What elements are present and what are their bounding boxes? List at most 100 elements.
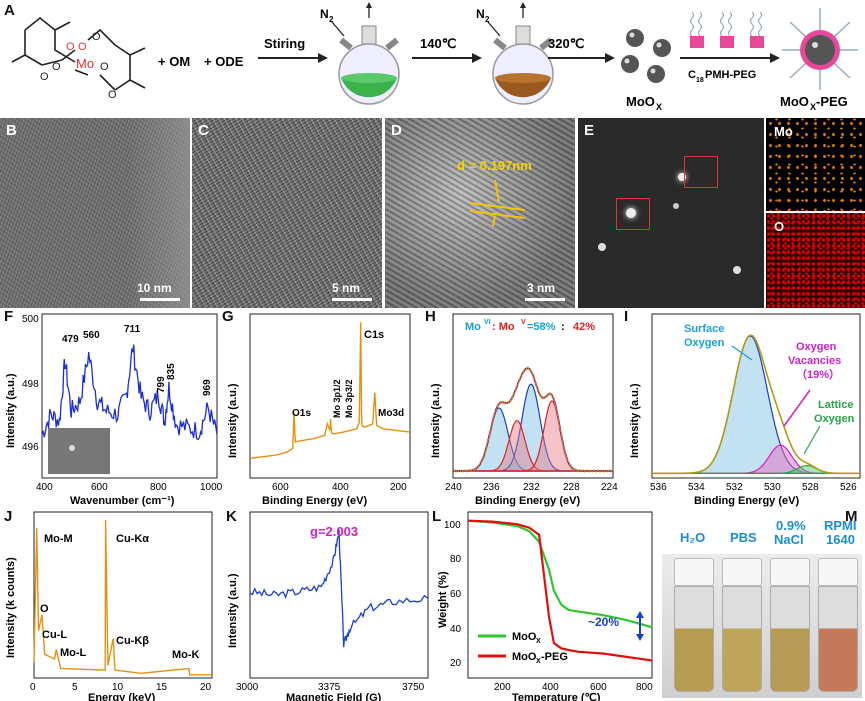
mo-map: Mo [766,118,865,211]
f-xtick-1: 400 [36,482,53,493]
l-xtick-2: 400 [542,682,559,693]
scale-label-b: 10 nm [137,281,172,295]
j-xtick-2: 5 [72,682,78,693]
l-mooxpeg-line [467,519,653,662]
j-peak-cul: Cu-L [42,629,67,641]
i-lattice-label: Lattice [818,399,853,411]
svg-text:Vacancies: Vacancies [788,355,841,367]
l-ytick-4: 40 [450,624,462,635]
scale-bar-d [525,298,565,301]
j-xtick-1: 0 [30,682,36,693]
stirring-label: Stiring [264,36,305,51]
scale-label-c: 5 nm [332,281,361,295]
moox-nanoparticles-icon [621,29,671,83]
panel-letter-b: B [6,122,17,139]
i-surface-label: Surface [684,323,724,335]
f-ylabel: Intensity (a.u.) [5,373,17,448]
panel-letter-m: M [845,508,858,525]
panel-letter-l: L [432,508,442,525]
i-xtick-5: 528 [802,482,819,493]
i-vacancy-label: Oxygen [796,341,837,353]
moox-label: MoO [626,94,655,109]
l-ytick-2: 80 [450,554,462,565]
svg-text:V: V [521,319,526,326]
moox-peg-particle-icon [782,8,858,90]
g-peak-mo3d: Mo3d [378,408,404,419]
i-xtick-3: 532 [726,482,743,493]
f-peak-711: 711 [124,324,141,335]
i-xtick-1: 536 [650,482,667,493]
g-xtick-3: 200 [390,482,407,493]
tem-image-b: B 10 nm [0,118,190,308]
flask-brown-icon: N 2 [476,2,554,105]
tga-chart-l: Weight (%) 100 80 60 40 20 200 400 600 8… [437,511,653,701]
svg-text:X: X [536,658,541,665]
svg-text:PMH-PEG: PMH-PEG [705,69,756,81]
j-spectrum-line [33,519,212,676]
mo-atom-label: Mo [76,56,94,71]
svg-text:-PEG: -PEG [816,94,848,109]
l-ytick-3: 60 [450,589,462,600]
i-xtick-4: 530 [764,482,781,493]
h-xtick-5: 224 [601,482,618,493]
g-peak-o1s: O1s [292,408,311,419]
f-peak-479: 479 [62,334,79,345]
h-mo6-3d52 [453,383,613,472]
flask-green-icon: N 2 [320,2,400,105]
raman-chart-f: Intensity (a.u.) 500 498 496 400 600 800… [5,313,223,507]
om-label: + OM [158,54,190,69]
svg-text:Oxygen: Oxygen [814,413,855,425]
epr-chart-k: g=2.003 Intensity (a.u.) 3000 3375 3750 … [227,511,429,701]
i-xtick-2: 534 [688,482,705,493]
o-map: O [766,213,865,308]
f-xlabel: Wavenumber (cm⁻¹) [70,495,175,507]
xps-o1s-chart-i: Surface Oxygen Oxygen Vacancies （19%） La… [629,313,861,507]
vial-rpmi [818,558,858,692]
g-xlabel: Binding Energy (eV) [262,495,367,507]
svg-text:X: X [656,102,662,112]
g-peak-c1s: C1s [364,329,384,341]
f-ytick-2: 498 [22,379,39,390]
g-xtick-1: 600 [272,482,289,493]
panel-letter-k: K [226,508,237,525]
j-peak-mom: Mo-M [44,533,73,545]
i-ylabel: Intensity (a.u.) [629,383,641,458]
svg-text:Oxygen: Oxygen [684,337,725,349]
moo2acac-structure [11,16,146,91]
inset-photo [48,428,110,474]
i-envelope-line [652,334,860,475]
vial-label-pbs: PBS [730,530,757,545]
panel-letter-c: C [198,122,209,139]
panel-letter-f: F [4,308,14,325]
vial-label-nacl-1: 0.9% [776,518,806,533]
l-ylabel: Weight (%) [437,571,449,628]
f-xtick-2: 600 [91,482,108,493]
l-xtick-3: 600 [590,682,607,693]
svg-text:O: O [92,31,101,43]
j-xtick-4: 15 [156,682,168,693]
vial-h2o [674,558,714,692]
eds-chart-j: Intensity (k counts) 0 5 10 15 20 Energy… [5,511,213,701]
panel-letter-e: E [584,122,595,139]
xps-survey-chart-g: Intensity (a.u.) 600 400 200 Binding Ene… [227,313,411,507]
l-ytick-1: 100 [444,520,461,531]
svg-text:O: O [78,41,87,53]
svg-text:2: 2 [485,15,490,24]
moox-peg-label: MoO [780,94,809,109]
svg-text:N: N [476,7,485,21]
k-xtick-1: 3000 [236,682,259,693]
map-label-o: O [774,219,785,234]
vial-label-rpmi-2: 1640 [826,532,855,547]
roi-box-2 [684,156,718,188]
h-raw-line [452,366,614,474]
svg-text:（19%）: （19%） [796,368,840,381]
k-g-value: g=2.003 [310,524,358,539]
l-xtick-1: 200 [494,682,511,693]
panel-letter-i: I [624,308,629,325]
j-peak-cukb: Cu-Kβ [116,635,149,647]
xps-mo3d-chart-h: Mo VI : Mo V =58% : 42% Intensity (a.u.)… [430,313,618,507]
panel-letter-j: J [4,508,13,525]
h-xtick-4: 228 [563,482,580,493]
l-delta-label: ~20% [588,615,619,629]
map-label-mo: Mo [774,124,793,139]
